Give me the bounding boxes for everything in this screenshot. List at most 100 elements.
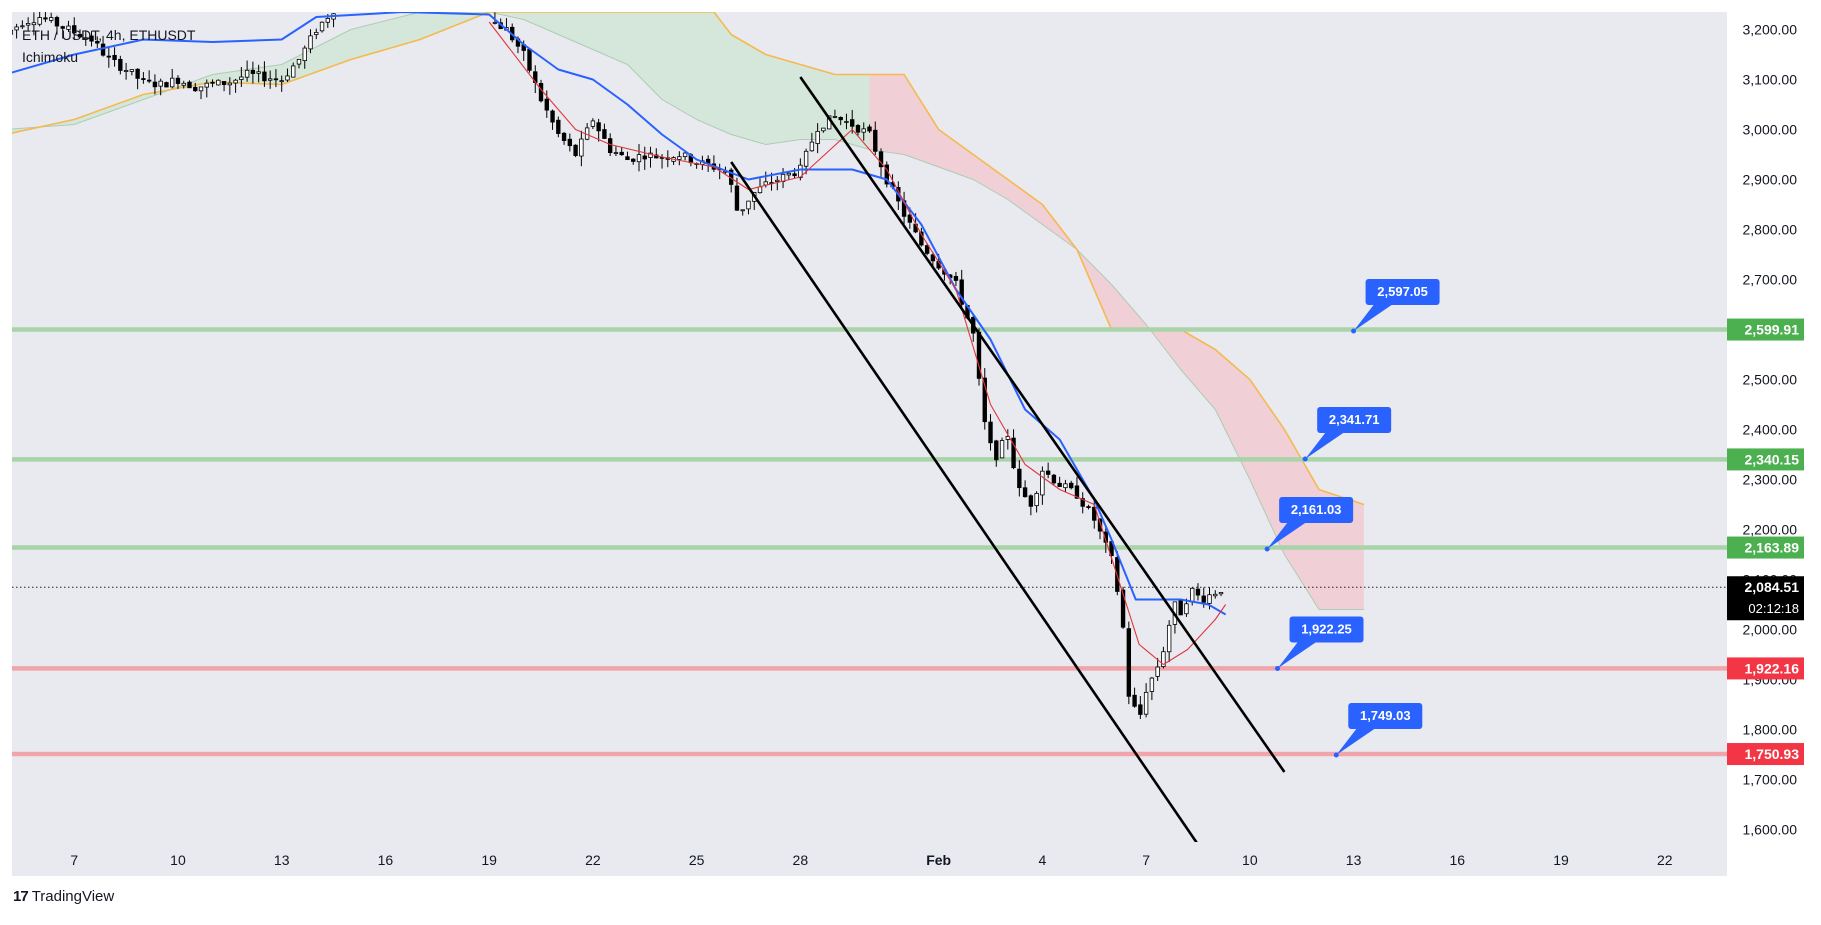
candle-body — [809, 141, 815, 152]
candle-body — [210, 81, 215, 84]
candle-body — [1034, 493, 1039, 507]
ichimoku-span-a — [12, 12, 1364, 610]
callout-pointer — [1267, 523, 1306, 549]
candle-body — [89, 35, 94, 42]
candle-body — [1126, 628, 1132, 697]
candle-body — [1195, 588, 1201, 596]
time-tick-label: 19 — [1553, 852, 1569, 868]
candle-body — [123, 70, 129, 72]
callout-pointer — [1353, 305, 1392, 331]
candle-body — [1022, 487, 1028, 498]
candle-body — [1201, 595, 1206, 603]
callout-pointer — [1277, 642, 1316, 669]
candle-body — [838, 116, 843, 121]
candle-body — [631, 158, 636, 162]
price-tag — [1727, 536, 1804, 559]
candle-body — [884, 164, 889, 185]
candle-body — [135, 68, 140, 79]
candle-body — [244, 69, 250, 78]
candle-body — [43, 17, 48, 20]
candle-body — [550, 110, 555, 123]
current-price-tag — [1727, 576, 1804, 621]
callout-label: 2,161.03 — [1291, 502, 1342, 517]
price-tag-label: 2,340.15 — [1745, 451, 1800, 467]
candle-body — [930, 254, 936, 262]
callout-pointer — [1305, 433, 1344, 459]
candle-body — [1218, 592, 1224, 595]
candle-body — [867, 126, 872, 132]
price-axis-background — [1727, 12, 1815, 876]
candle-body — [170, 77, 175, 88]
price-tick-label: 2,000.00 — [1743, 622, 1798, 638]
ichimoku-kijun — [12, 12, 1227, 616]
candle-body — [1155, 666, 1160, 677]
candle-body — [538, 82, 544, 102]
candle-body — [1143, 691, 1149, 715]
candle-body — [642, 155, 647, 160]
candle-body — [1017, 468, 1022, 489]
callout-label: 1,749.03 — [1360, 708, 1411, 723]
candle-body — [1040, 470, 1045, 496]
candle-body — [821, 127, 826, 132]
time-tick-label: 4 — [1038, 852, 1046, 868]
candle-body — [625, 156, 630, 161]
candle-body — [256, 71, 261, 74]
chart-legend: ETH / USDT, 4h, ETHUSDT Ichimoku — [22, 24, 195, 68]
ichimoku-tenkan — [488, 21, 1227, 666]
candle-body — [285, 75, 290, 81]
candle-body — [527, 48, 532, 71]
candle-body — [544, 98, 549, 111]
candle-body — [803, 150, 809, 167]
candle-body — [146, 79, 152, 82]
tradingview-logo-icon: 17 — [13, 888, 29, 905]
candle-body — [682, 152, 688, 157]
candle-body — [602, 129, 607, 139]
candle-body — [267, 78, 273, 81]
candle-body — [999, 440, 1005, 459]
candle-body — [677, 156, 682, 160]
candle-body — [233, 79, 238, 84]
candle-body — [740, 209, 745, 212]
candle-body — [492, 21, 498, 24]
candle-body — [959, 279, 964, 305]
candle-body — [1120, 589, 1126, 628]
candle-body — [1011, 437, 1016, 469]
candle-body — [158, 80, 163, 87]
candle-body — [54, 17, 60, 27]
tradingview-brand[interactable]: 17 TradingView — [13, 888, 114, 905]
candle-body — [164, 82, 169, 88]
plot-layer — [12, 12, 1727, 842]
price-tick-label: 2,500.00 — [1743, 372, 1798, 388]
candle-body — [1213, 593, 1218, 597]
price-tick-label: 1,700.00 — [1743, 772, 1798, 788]
time-tick-label: 7 — [1142, 852, 1150, 868]
candle-body — [239, 76, 244, 80]
candle-body — [279, 80, 284, 83]
candle-body — [982, 377, 987, 423]
candle-body — [832, 116, 838, 118]
price-tick-label: 2,700.00 — [1743, 272, 1798, 288]
candle-body — [25, 23, 31, 26]
candle-body — [815, 130, 820, 144]
price-tick-label: 2,800.00 — [1743, 222, 1798, 238]
candle-body — [613, 152, 619, 155]
candle-body — [798, 164, 803, 179]
candle-body — [861, 128, 866, 133]
time-tick-label: 10 — [170, 852, 186, 868]
candle-body — [325, 18, 330, 23]
candle-body — [792, 173, 797, 177]
candle-body — [907, 214, 913, 223]
candle-body — [1051, 474, 1057, 484]
candle-body — [302, 47, 307, 62]
indicator-label: Ichimoku — [22, 49, 79, 65]
candle-body — [227, 82, 233, 86]
candle-body — [12, 29, 14, 35]
candle-body — [308, 35, 313, 50]
candle-body — [994, 440, 999, 461]
candle-body — [636, 154, 642, 163]
candle-body — [579, 138, 584, 157]
candle-body — [1092, 506, 1097, 521]
price-tag-label: 1,922.16 — [1745, 660, 1800, 676]
